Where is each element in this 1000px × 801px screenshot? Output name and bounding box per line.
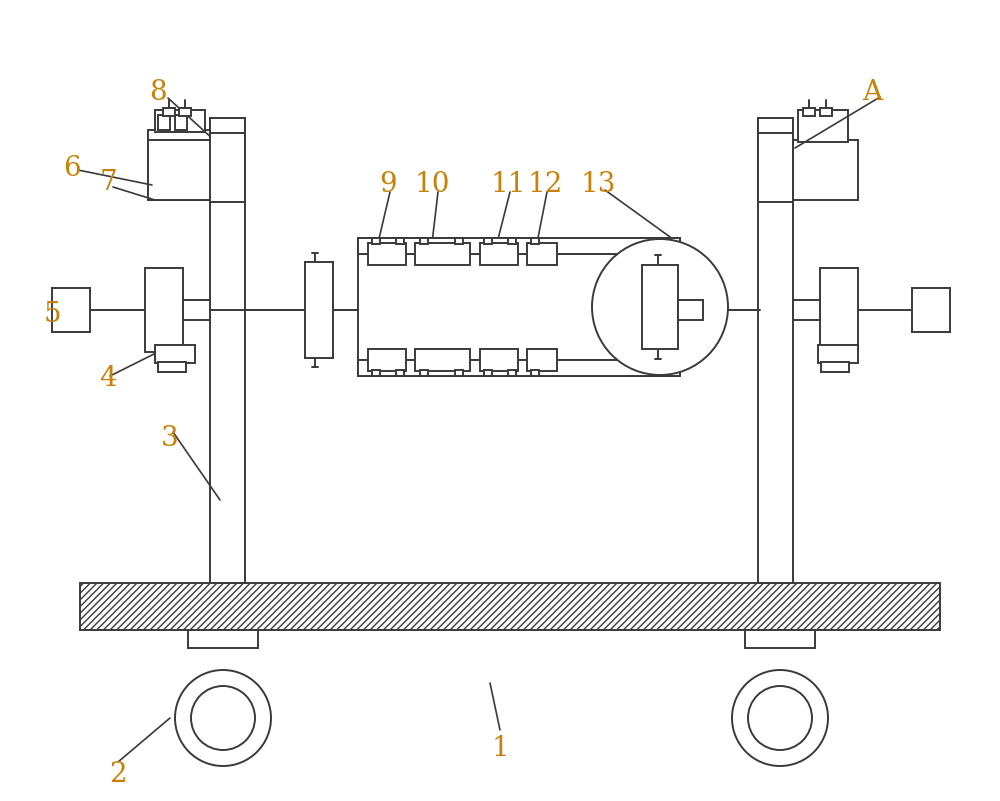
Text: 10: 10 <box>414 171 450 199</box>
Bar <box>678 300 703 320</box>
Bar <box>210 130 245 202</box>
Bar <box>793 300 820 320</box>
Bar <box>183 300 210 320</box>
Bar <box>821 362 849 372</box>
Bar <box>52 288 90 332</box>
Bar <box>80 583 940 630</box>
Text: 4: 4 <box>99 364 117 392</box>
Circle shape <box>748 686 812 750</box>
Bar <box>148 140 211 200</box>
Text: 12: 12 <box>527 171 563 199</box>
Bar <box>527 243 557 265</box>
Bar <box>758 130 793 202</box>
Circle shape <box>732 670 828 766</box>
Bar <box>642 265 678 349</box>
Bar <box>305 262 333 358</box>
Bar <box>420 370 428 376</box>
Bar <box>210 118 245 133</box>
Bar <box>210 118 245 200</box>
Bar <box>155 110 205 132</box>
Bar <box>396 370 404 376</box>
Bar <box>480 349 518 371</box>
Text: 5: 5 <box>43 301 61 328</box>
Bar <box>368 349 406 371</box>
Bar <box>531 238 539 244</box>
Bar <box>758 200 793 583</box>
Bar <box>758 118 793 133</box>
Bar <box>175 115 187 130</box>
Bar <box>820 108 832 116</box>
Bar <box>358 238 680 376</box>
Bar <box>527 349 557 371</box>
Bar <box>145 268 183 352</box>
Bar <box>179 108 191 116</box>
Bar <box>745 630 815 648</box>
Bar <box>531 370 539 376</box>
Bar <box>415 349 470 371</box>
Bar <box>484 370 492 376</box>
Bar <box>158 115 170 130</box>
Circle shape <box>592 239 728 375</box>
Bar <box>820 268 858 352</box>
Bar <box>758 118 793 200</box>
Bar <box>358 238 680 254</box>
Bar <box>415 243 470 265</box>
Bar <box>396 238 404 244</box>
Bar <box>358 360 680 376</box>
Text: 8: 8 <box>149 78 167 106</box>
Bar <box>372 238 380 244</box>
Text: 1: 1 <box>491 735 509 762</box>
Text: 7: 7 <box>99 170 117 196</box>
Text: A: A <box>862 78 882 106</box>
Bar <box>793 140 858 200</box>
Text: 9: 9 <box>379 171 397 199</box>
Text: 11: 11 <box>490 171 526 199</box>
Circle shape <box>191 686 255 750</box>
Bar <box>480 243 518 265</box>
Text: 3: 3 <box>161 425 179 452</box>
Bar <box>803 108 815 116</box>
Bar <box>484 238 492 244</box>
Circle shape <box>175 670 271 766</box>
Bar <box>163 108 175 116</box>
Bar <box>912 288 950 332</box>
Text: 13: 13 <box>580 171 616 199</box>
Bar <box>148 130 213 200</box>
Bar <box>368 243 406 265</box>
Bar <box>420 238 428 244</box>
Bar <box>455 238 463 244</box>
Bar <box>508 370 516 376</box>
Bar <box>155 345 195 363</box>
Bar <box>455 370 463 376</box>
Bar <box>818 345 858 363</box>
Text: 6: 6 <box>63 155 81 182</box>
Bar <box>508 238 516 244</box>
Bar <box>158 362 186 372</box>
Bar <box>210 200 245 583</box>
Bar <box>372 370 380 376</box>
Bar <box>188 630 258 648</box>
Text: 2: 2 <box>109 762 127 788</box>
Bar <box>798 110 848 142</box>
